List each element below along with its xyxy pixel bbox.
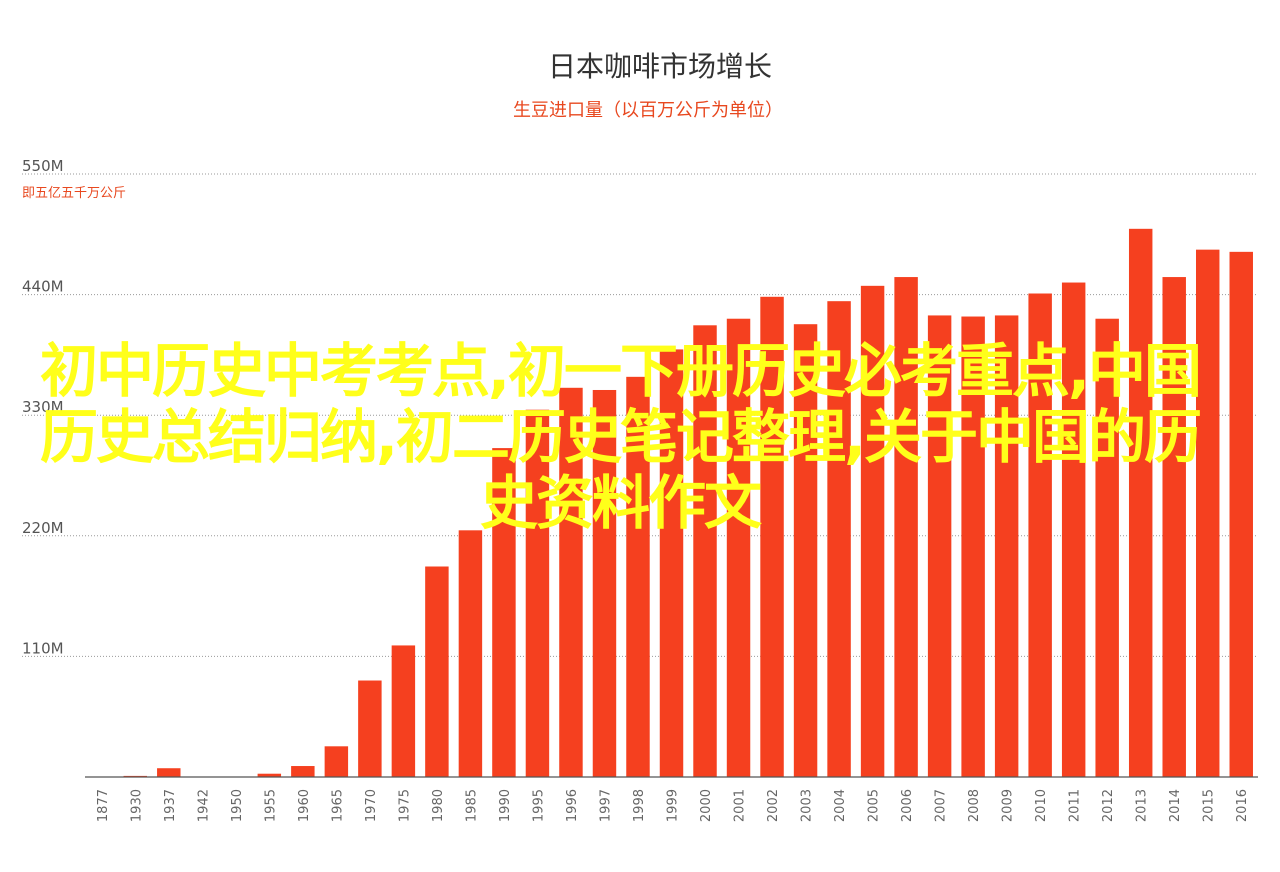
x-tick-label: 1942 [196,789,211,822]
bar-2012 [1095,318,1119,777]
bar-1980 [425,566,449,777]
x-tick-label: 1995 [531,789,546,822]
bar-2016 [1229,251,1253,778]
y-axis-tick-labels: 550M 440M 330M 220M 110M [22,157,64,657]
x-tick-label: 2013 [1135,789,1150,822]
y-axis-unit-label: 即五亿五千万公斤 [22,186,126,201]
bar-2009 [994,315,1019,777]
bar-2015 [1195,249,1220,777]
chart-title: 日本咖啡市场增长 [548,50,772,83]
x-tick-label: 1985 [464,789,479,822]
x-tick-label: 2014 [1168,789,1183,822]
overlay-watermark-text: 初中历史中考考点,初一下册历史必考重点,中国历史总结归纳,初二历史笔记整理,关于… [39,337,1202,537]
x-tick-label: 1955 [263,789,278,822]
x-tick-label: 1937 [163,789,178,822]
bar-2014 [1162,277,1186,777]
x-tick-label: 1950 [230,789,245,822]
bar-2013 [1128,228,1153,777]
chart-subtitle: 生豆进口量（以百万公斤为单位） [513,100,783,121]
bar-2000 [693,325,717,777]
bar-2010 [1028,293,1052,777]
y-tick-label: 330M [22,398,64,416]
x-tick-label: 2001 [733,789,748,822]
bar-1937 [157,768,181,777]
bar-1997 [592,389,617,777]
x-tick-label: 2015 [1202,789,1217,822]
bar-1995 [525,409,550,777]
bars [123,228,1253,778]
x-tick-label: 2000 [699,789,714,822]
x-tick-label: 1970 [364,789,379,822]
x-tick-label: 1877 [96,789,111,822]
x-tick-label: 2005 [867,789,882,822]
x-tick-label: 1930 [129,789,144,822]
x-tick-label: 2009 [1001,789,1016,822]
y-tick-label: 220M [22,519,64,537]
x-axis-tick-labels: 1877 1930 1937 1942 1950 1955 1960 1965 1970 1975… [96,789,1250,822]
x-tick-label: 2011 [1068,789,1083,822]
bar-2004 [827,301,851,777]
x-tick-label: 2003 [800,789,815,822]
bar-1960 [291,766,315,777]
bar-1975 [391,645,416,777]
bar-2007 [927,315,952,777]
x-tick-label: 2007 [934,789,949,822]
bar-1955 [257,773,282,777]
x-tick-label: 1996 [565,789,580,822]
x-tick-label: 2016 [1235,789,1250,822]
bar-1998 [626,376,650,777]
x-tick-label: 2008 [967,789,982,822]
bar-1985 [458,530,483,777]
x-tick-label: 2006 [900,789,915,822]
bar-1996 [559,387,583,777]
bar-2006 [894,277,918,777]
x-tick-label: 2004 [833,789,848,822]
bar-1970 [358,680,382,777]
y-tick-label: 440M [22,278,64,296]
bar-2011 [1061,282,1086,777]
x-tick-label: 1980 [431,789,446,822]
x-tick-label: 1999 [666,789,681,822]
bar-1999 [659,349,684,777]
x-tick-label: 1997 [598,789,613,822]
bar-1990 [492,448,516,777]
x-tick-label: 1990 [498,789,513,822]
bar-2008 [961,316,985,777]
x-tick-label: 2010 [1034,789,1049,822]
x-tick-label: 2012 [1101,789,1116,822]
x-tick-label: 1975 [397,789,412,822]
y-tick-label: 550M [22,157,64,175]
x-tick-label: 1998 [632,789,647,822]
bar-1965 [324,746,349,777]
x-tick-label: 1965 [330,789,345,822]
bar-2005 [860,285,885,777]
y-tick-label: 110M [22,639,64,657]
bar-2001 [726,318,751,777]
bar-2002 [760,296,784,777]
x-tick-label: 2002 [766,789,781,822]
bar-2003 [793,324,818,777]
x-tick-label: 1960 [297,789,312,822]
